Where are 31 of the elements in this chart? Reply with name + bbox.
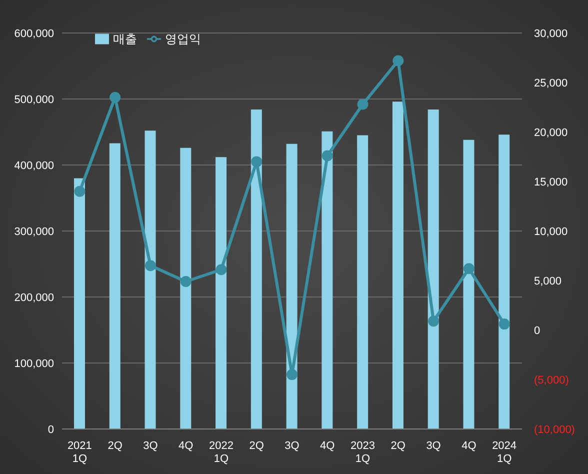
y-tick-label: 500,000 <box>14 94 54 106</box>
y-tick-label: 100,000 <box>14 358 54 370</box>
x-tick-label: 2Q <box>390 440 406 452</box>
x-tick-label: 2021 1Q <box>67 440 92 465</box>
x-tick-label: 4Q <box>178 440 194 452</box>
x-tick-label: 3Q <box>426 440 442 452</box>
y2-tick-label: 0 <box>534 325 540 337</box>
y2-tick-label: 15,000 <box>534 176 568 188</box>
y2-tick-label: 30,000 <box>534 28 568 40</box>
x-tick-label: 2022 1Q <box>208 440 234 465</box>
legend-label: 영업익 <box>165 32 201 46</box>
y-tick-label: 0 <box>48 424 54 436</box>
y-tick-label: 200,000 <box>14 292 54 304</box>
y-tick-label: 600,000 <box>14 28 54 40</box>
y2-tick-label: (10,000) <box>534 424 575 436</box>
x-tick-label: 3Q <box>284 440 300 452</box>
x-tick-label: 2Q <box>249 440 264 452</box>
x-tick-label: 2024 1Q <box>492 440 517 465</box>
legend-label: 매출 <box>113 32 137 46</box>
x-tick-label: 2Q <box>108 440 123 452</box>
y2-tick-label: 20,000 <box>534 127 568 139</box>
x-tick-label: 3Q <box>143 440 158 452</box>
y2-tick-label: 10,000 <box>534 226 568 238</box>
x-tick-label: 4Q <box>320 440 336 452</box>
x-tick-label: 4Q <box>462 440 477 452</box>
y2-tick-label: (5,000) <box>534 374 569 386</box>
y2-tick-label: 5,000 <box>534 276 562 288</box>
y-tick-label: 400,000 <box>14 160 54 172</box>
y-tick-label: 300,000 <box>14 226 54 238</box>
x-tick-label: 2023 1Q <box>350 440 376 465</box>
y2-tick-label: 25,000 <box>534 78 568 90</box>
